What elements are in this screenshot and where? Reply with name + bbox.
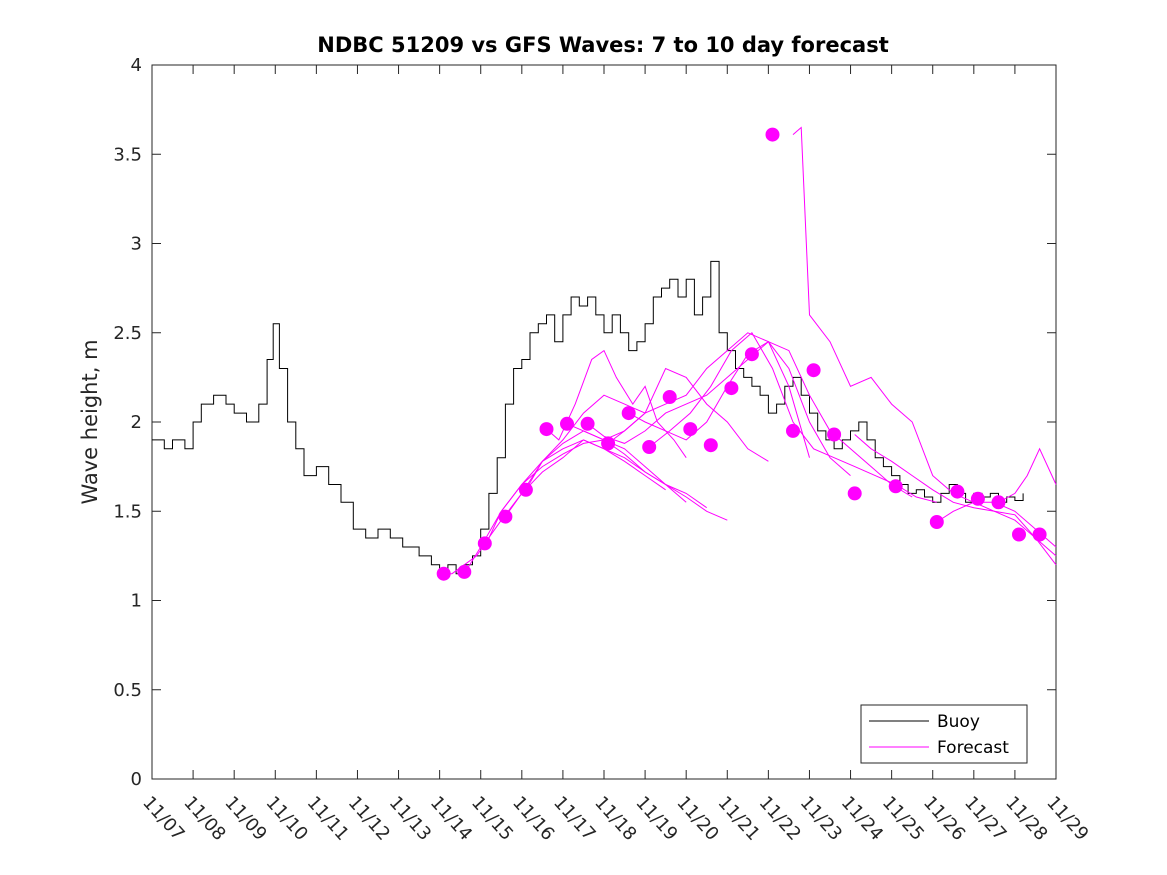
y-tick-label: 1 (131, 591, 142, 612)
forecast-marker-11 (642, 440, 657, 454)
forecast-marker-8 (580, 416, 595, 431)
forecast-line-13 (854, 434, 1057, 557)
plot-area (151, 64, 1057, 780)
forecast-marker-25 (970, 491, 985, 506)
forecast-marker-19 (806, 363, 821, 378)
forecast-line-6 (546, 349, 687, 458)
y-tick-label: 3 (131, 234, 142, 255)
forecast-marker-15 (724, 381, 739, 396)
forecast-marker-23 (929, 515, 944, 529)
y-tick-label: 2 (131, 412, 142, 433)
legend-forecast-label: Forecast (937, 738, 1009, 758)
legend-buoy-label: Buoy (937, 712, 980, 732)
forecast-line-15 (998, 447, 1057, 503)
forecast-line-9 (607, 332, 851, 476)
forecast-line-7 (566, 367, 769, 462)
y-tick-labels: 0 0.5 1 1.5 2 2.5 3 3.5 4 (113, 55, 142, 790)
y-axis-label: Wave height, m (78, 339, 102, 504)
legend-box (860, 704, 1028, 764)
forecast-line-12 (792, 126, 1057, 548)
buoy-line (152, 260, 1024, 575)
forecast-line-11 (648, 332, 937, 503)
forecast-line-10 (628, 341, 913, 498)
forecast-line-1 (443, 439, 728, 575)
forecast-marker-3 (477, 536, 492, 551)
forecast-marker-20 (827, 427, 842, 442)
forecast-marker-28 (1032, 527, 1047, 542)
forecast-marker-5 (518, 482, 533, 497)
y-tick-label: 2.5 (113, 323, 142, 344)
forecast-marker-13 (683, 422, 698, 437)
forecast-marker-4 (498, 509, 513, 524)
y-tick-label: 4 (131, 55, 142, 76)
forecast-marker-12 (662, 390, 677, 404)
forecast-marker-2 (457, 564, 472, 579)
forecast-marker-6 (539, 422, 554, 437)
forecast-marker-16 (744, 347, 759, 362)
legend: Buoy Forecast (860, 704, 1028, 764)
series-layer (152, 126, 1057, 581)
forecast-marker-1 (436, 566, 451, 581)
forecast-marker-10 (621, 406, 636, 421)
forecast-marker-24 (950, 484, 965, 499)
forecast-marker-7 (560, 416, 574, 431)
forecast-line-8 (587, 340, 810, 458)
forecast-marker-9 (601, 436, 616, 451)
y-tick-label: 3.5 (113, 144, 142, 165)
forecast-marker-27 (1012, 527, 1026, 542)
forecast-marker-26 (991, 495, 1006, 510)
forecast-marker-22 (888, 479, 903, 494)
forecast-line-5 (525, 394, 646, 491)
forecast-marker-18 (786, 423, 800, 438)
y-tick-label: 1.5 (113, 501, 142, 522)
forecast-marker-17 (765, 127, 780, 142)
y-tick-label: 0.5 (113, 680, 142, 701)
tick-marks (151, 64, 1057, 780)
chart-title: NDBC 51209 vs GFS Waves: 7 to 10 day for… (317, 33, 888, 57)
y-tick-label: 0 (131, 769, 142, 790)
forecast-marker-14 (703, 438, 718, 453)
forecast-marker-21 (847, 486, 862, 501)
